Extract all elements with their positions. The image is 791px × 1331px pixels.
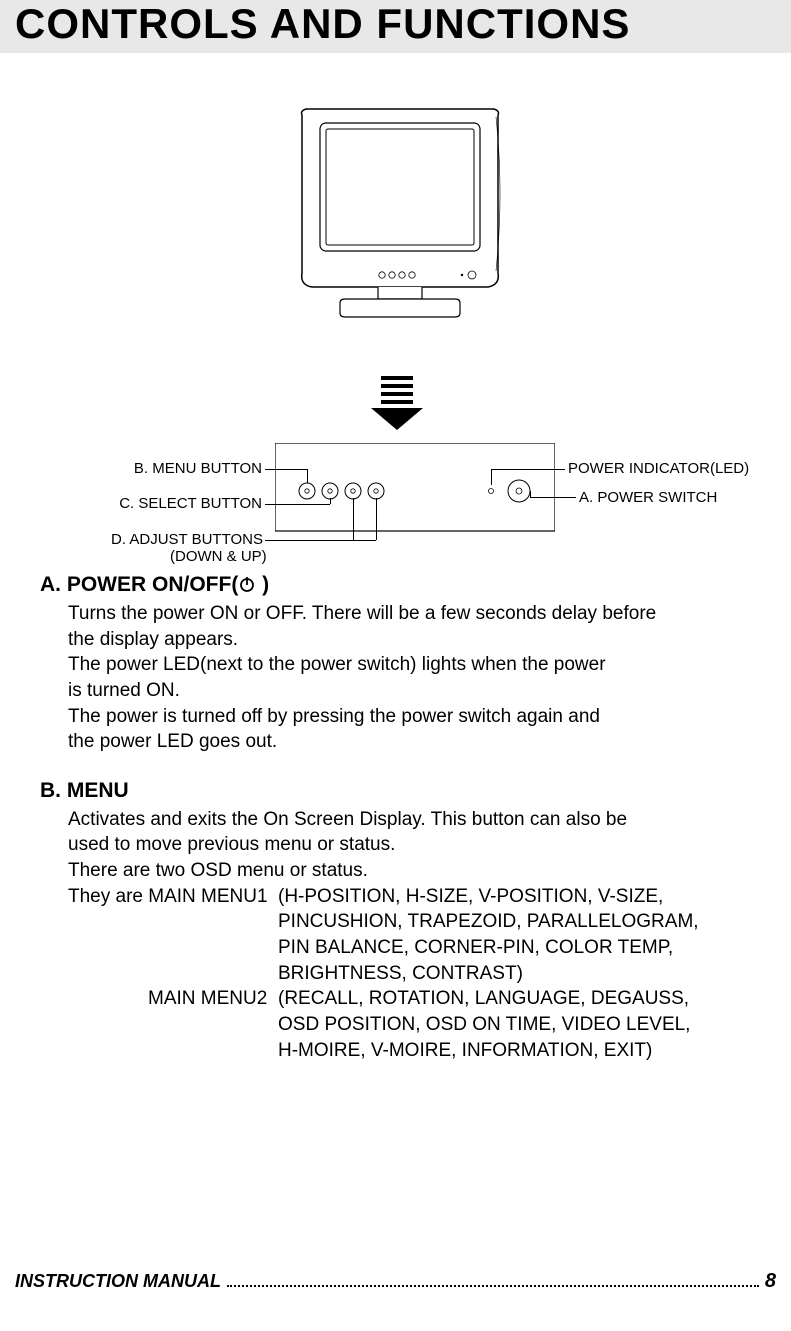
- section-a: A. POWER ON/OFF( ) Turns the power ON or…: [40, 573, 751, 755]
- page-footer: INSTRUCTION MANUAL 8: [15, 1270, 776, 1293]
- heading-a-prefix: A. POWER ON/OFF(: [40, 573, 238, 596]
- monitor-illustration: [290, 103, 510, 353]
- page-title: CONTROLS AND FUNCTIONS: [15, 0, 776, 48]
- leader-line: [265, 469, 307, 470]
- callout-power-switch: A. POWER SWITCH: [579, 489, 717, 506]
- content-body: A. POWER ON/OFF( ) Turns the power ON or…: [0, 573, 791, 1063]
- section-b-heading: B. MENU: [40, 779, 751, 803]
- footer-page-number: 8: [765, 1270, 776, 1293]
- leader-line: [307, 469, 308, 483]
- button-panel-illustration: [275, 443, 555, 538]
- down-arrow-icon: [365, 376, 429, 431]
- menu1-items: (H-POSITION, H-SIZE, V-POSITION, V-SIZE,…: [278, 884, 751, 987]
- leader-line: [353, 540, 376, 541]
- callout-adjust-sub: (DOWN & UP): [170, 548, 267, 565]
- section-b: B. MENU Activates and exits the On Scree…: [40, 779, 751, 1063]
- footer-dots: [227, 1285, 759, 1287]
- leader-line: [353, 498, 354, 540]
- callout-power-indicator: POWER INDICATOR(LED): [568, 460, 749, 477]
- leader-line: [530, 491, 531, 497]
- leader-line: [376, 498, 377, 540]
- leader-line: [491, 469, 492, 485]
- menu1-label: They are MAIN MENU1: [68, 884, 278, 987]
- section-b-intro: Activates and exits the On Screen Displa…: [68, 807, 751, 884]
- leader-line: [265, 540, 353, 541]
- callout-select-button: C. SELECT BUTTON: [112, 495, 262, 512]
- section-a-heading: A. POWER ON/OFF( ): [40, 573, 751, 597]
- diagram-area: B. MENU BUTTON C. SELECT BUTTON D. ADJUS…: [0, 53, 791, 573]
- leader-line: [530, 497, 576, 498]
- leader-line: [330, 498, 331, 504]
- power-icon: [238, 575, 256, 593]
- menu2-label: MAIN MENU2: [68, 986, 278, 1063]
- heading-a-suffix: ): [256, 573, 269, 596]
- menu-grid: They are MAIN MENU1 (H-POSITION, H-SIZE,…: [68, 884, 751, 1063]
- leader-line: [491, 469, 565, 470]
- callout-menu-button: B. MENU BUTTON: [127, 460, 262, 477]
- menu2-items: (RECALL, ROTATION, LANGUAGE, DEGAUSS, OS…: [278, 986, 751, 1063]
- leader-line: [265, 504, 330, 505]
- header-band: CONTROLS AND FUNCTIONS: [0, 0, 791, 53]
- section-a-body: Turns the power ON or OFF. There will be…: [68, 601, 751, 755]
- footer-label: INSTRUCTION MANUAL: [15, 1271, 221, 1292]
- callout-adjust-buttons: D. ADJUST BUTTONS: [98, 531, 263, 548]
